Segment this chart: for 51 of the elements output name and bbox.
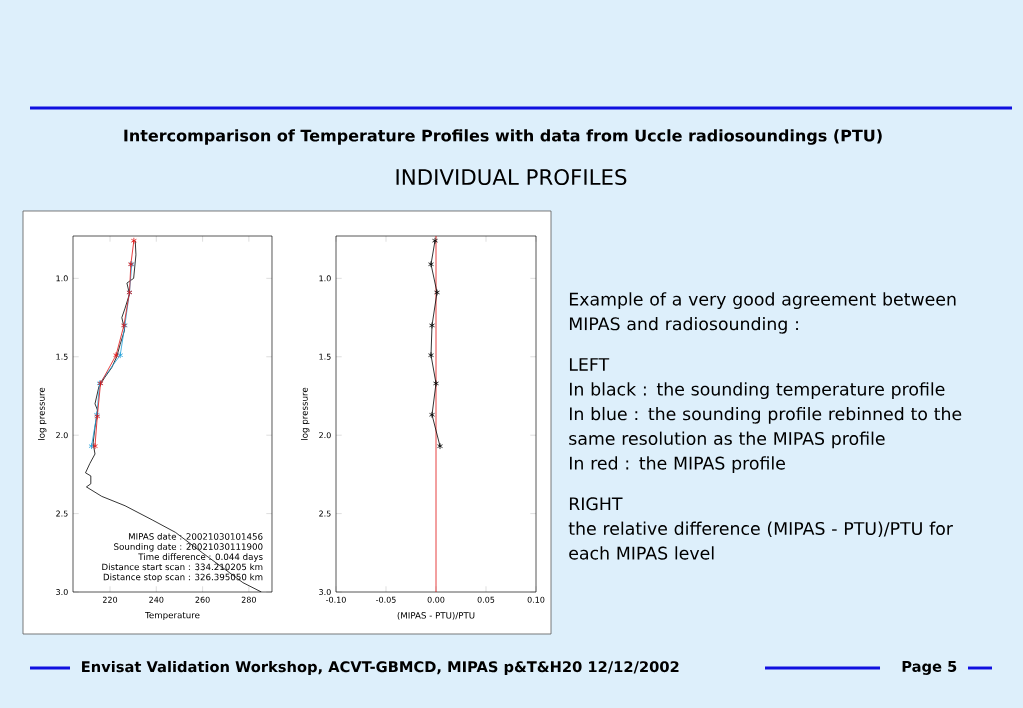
point [429, 322, 435, 329]
annotation: Distance stop scan : 326.395050 km [103, 573, 263, 582]
y-axis-title: log pressure [301, 387, 310, 440]
x-axis-title: (MIPAS - PTU)/PTU [397, 611, 475, 620]
annotation: Sounding date : 20021030111900 [114, 543, 263, 552]
point [429, 411, 435, 419]
point [428, 351, 434, 359]
text: Envisat Validation Workshop, ACVT-GBMCD, MIPAS p&T&H20 12/12/2002 [82, 660, 679, 676]
text: Intercomparison of Temperature Profiles with data from Uccle radiosoundings (PTU) [124, 129, 882, 145]
annotation: Time difference : 0.044 days [138, 553, 263, 562]
point [434, 289, 440, 296]
y-tick-label: 2.5 [56, 510, 68, 517]
y-axis-title: log pressure [38, 387, 47, 440]
point [117, 351, 124, 359]
point [113, 351, 119, 359]
annotation: MIPAS date : 20021030101456 [128, 533, 263, 540]
y-tick-label: 1.0 [319, 275, 331, 282]
x-tick-label: 0.00 [427, 596, 445, 603]
x-tick-label: 220 [102, 596, 118, 603]
point [432, 237, 438, 245]
text: Example of a very good agreement between MIPAS and radiosounding : [569, 292, 956, 334]
y-tick-label: 3.0 [56, 588, 68, 596]
x-tick-label: -0.10 [326, 596, 346, 603]
x-tick-label: -0.05 [376, 596, 396, 603]
text: RIGHT [569, 497, 623, 511]
x-axis-title: Temperature [145, 611, 200, 621]
x-tick-label: 240 [149, 596, 164, 603]
x-tick-label: 280 [241, 596, 256, 603]
y-tick-label: 3.0 [319, 588, 331, 596]
point [130, 237, 137, 245]
text: LEFT [569, 358, 610, 371]
point [437, 442, 443, 450]
y-tick-label: 2.0 [56, 432, 68, 439]
y-tick-label: 1.5 [319, 353, 331, 360]
text: the relative difference (MIPAS - PTU)/PTU for each MIPAS level [568, 521, 953, 560]
text: In red : the MIPAS profile [569, 456, 785, 474]
y-tick-label: 2.5 [319, 510, 331, 517]
text: In blue : the sounding profile rebinned to the same resolution as the MIPAS profile [569, 406, 962, 449]
y-tick-label: 1.5 [56, 353, 68, 360]
x-tick-label: 260 [195, 596, 210, 603]
point [433, 380, 439, 387]
text: INDIVIDUAL PROFILES [396, 168, 627, 186]
x-tick-label: 0.10 [527, 596, 545, 603]
y-tick-label: 2.0 [319, 432, 331, 439]
text: In black : the sounding temperature profile [569, 382, 945, 400]
point [428, 260, 434, 268]
text: Page 5 [902, 661, 957, 675]
y-tick-label: 1.0 [56, 275, 68, 282]
point [92, 442, 98, 450]
x-tick-label: 0.05 [477, 596, 495, 603]
point [88, 442, 95, 450]
